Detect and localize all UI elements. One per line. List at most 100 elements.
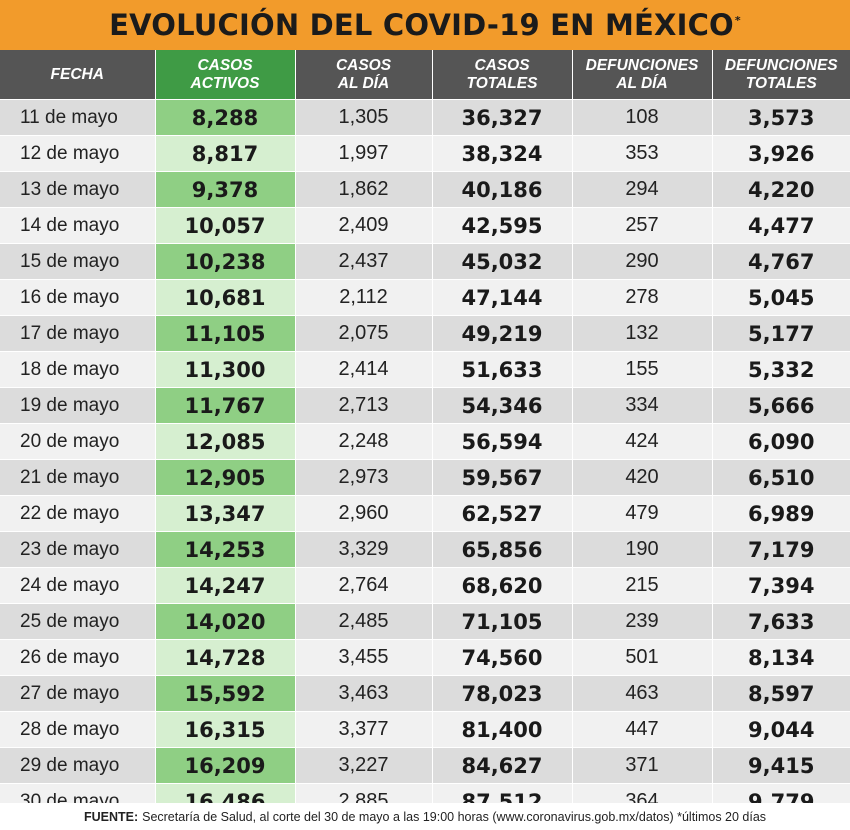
cell-casos-al-dia: 1,305 bbox=[294, 99, 432, 136]
cell-defunciones-totales: 5,045 bbox=[711, 279, 850, 316]
cell-fecha: 18 de mayo bbox=[0, 351, 155, 388]
table-row: 17 de mayo 11,105 2,075 49,219 132 5,177 bbox=[0, 315, 850, 352]
cell-defunciones-totales: 5,332 bbox=[711, 351, 850, 388]
cell-defunciones-totales: 5,666 bbox=[711, 387, 850, 424]
cell-casos-al-dia: 3,455 bbox=[294, 639, 432, 676]
cell-casos-activos: 14,020 bbox=[154, 603, 295, 640]
cell-casos-activos: 16,209 bbox=[154, 747, 295, 784]
cell-defunciones-totales: 4,220 bbox=[711, 171, 850, 208]
cell-casos-totales: 45,032 bbox=[431, 243, 572, 280]
cell-defunciones-al-dia: 155 bbox=[571, 351, 712, 388]
table-row: 13 de mayo 9,378 1,862 40,186 294 4,220 bbox=[0, 171, 850, 208]
table-row: 23 de mayo 14,253 3,329 65,856 190 7,179 bbox=[0, 531, 850, 568]
cell-casos-totales: 56,594 bbox=[431, 423, 572, 460]
cell-defunciones-al-dia: 353 bbox=[571, 135, 712, 172]
table-row: 15 de mayo 10,238 2,437 45,032 290 4,767 bbox=[0, 243, 850, 280]
source-footer: FUENTE: Secretaría de Salud, al corte de… bbox=[0, 803, 850, 830]
cell-defunciones-totales: 4,477 bbox=[711, 207, 850, 244]
cell-casos-al-dia: 2,409 bbox=[294, 207, 432, 244]
cell-fecha: 19 de mayo bbox=[0, 387, 155, 424]
cell-defunciones-totales: 6,510 bbox=[711, 459, 850, 496]
header-fecha: FECHA bbox=[0, 50, 155, 100]
cell-casos-al-dia: 2,112 bbox=[294, 279, 432, 316]
cell-defunciones-al-dia: 501 bbox=[571, 639, 712, 676]
footer-text: Secretaría de Salud, al corte del 30 de … bbox=[142, 809, 767, 824]
cell-casos-activos: 14,728 bbox=[154, 639, 295, 676]
cell-casos-al-dia: 3,377 bbox=[294, 711, 432, 748]
cell-casos-totales: 65,856 bbox=[431, 531, 572, 568]
cell-casos-activos: 8,288 bbox=[154, 99, 295, 136]
cell-casos-activos: 11,767 bbox=[154, 387, 295, 424]
cell-fecha: 16 de mayo bbox=[0, 279, 155, 316]
cell-defunciones-al-dia: 215 bbox=[571, 567, 712, 604]
cell-casos-totales: 36,327 bbox=[431, 99, 572, 136]
cell-casos-totales: 68,620 bbox=[431, 567, 572, 604]
table-row: 11 de mayo 8,288 1,305 36,327 108 3,573 bbox=[0, 99, 850, 136]
header-defunciones-totales: DEFUNCIONES TOTALES bbox=[711, 50, 850, 100]
cell-defunciones-al-dia: 334 bbox=[571, 387, 712, 424]
table-row: 21 de mayo 12,905 2,973 59,567 420 6,510 bbox=[0, 459, 850, 496]
cell-casos-totales: 59,567 bbox=[431, 459, 572, 496]
cell-fecha: 28 de mayo bbox=[0, 711, 155, 748]
cell-casos-activos: 12,905 bbox=[154, 459, 295, 496]
cell-defunciones-totales: 8,597 bbox=[711, 675, 850, 712]
table-row: 19 de mayo 11,767 2,713 54,346 334 5,666 bbox=[0, 387, 850, 424]
cell-casos-totales: 51,633 bbox=[431, 351, 572, 388]
cell-casos-activos: 15,592 bbox=[154, 675, 295, 712]
cell-casos-activos: 14,247 bbox=[154, 567, 295, 604]
table-row: 16 de mayo 10,681 2,112 47,144 278 5,045 bbox=[0, 279, 850, 316]
cell-casos-totales: 42,595 bbox=[431, 207, 572, 244]
table-row: 18 de mayo 11,300 2,414 51,633 155 5,332 bbox=[0, 351, 850, 388]
cell-fecha: 13 de mayo bbox=[0, 171, 155, 208]
cell-defunciones-totales: 7,633 bbox=[711, 603, 850, 640]
cell-casos-totales: 84,627 bbox=[431, 747, 572, 784]
cell-defunciones-al-dia: 278 bbox=[571, 279, 712, 316]
header-casos-activos: CASOS ACTIVOS bbox=[154, 50, 295, 100]
table-row: 14 de mayo 10,057 2,409 42,595 257 4,477 bbox=[0, 207, 850, 244]
cell-defunciones-al-dia: 447 bbox=[571, 711, 712, 748]
table-row: 22 de mayo 13,347 2,960 62,527 479 6,989 bbox=[0, 495, 850, 532]
cell-defunciones-al-dia: 420 bbox=[571, 459, 712, 496]
cell-casos-totales: 62,527 bbox=[431, 495, 572, 532]
title-bar: EVOLUCIÓN DEL COVID-19 EN MÉXICO* bbox=[0, 0, 850, 50]
cell-defunciones-totales: 7,179 bbox=[711, 531, 850, 568]
table-row: 28 de mayo 16,315 3,377 81,400 447 9,044 bbox=[0, 711, 850, 748]
table-row: 29 de mayo 16,209 3,227 84,627 371 9,415 bbox=[0, 747, 850, 784]
cell-defunciones-al-dia: 371 bbox=[571, 747, 712, 784]
cell-fecha: 27 de mayo bbox=[0, 675, 155, 712]
header-casos-al-dia: CASOS AL DÍA bbox=[294, 50, 432, 100]
cell-casos-totales: 81,400 bbox=[431, 711, 572, 748]
cell-casos-activos: 10,057 bbox=[154, 207, 295, 244]
cell-casos-al-dia: 1,997 bbox=[294, 135, 432, 172]
cell-fecha: 23 de mayo bbox=[0, 531, 155, 568]
cell-casos-totales: 47,144 bbox=[431, 279, 572, 316]
cell-casos-al-dia: 2,764 bbox=[294, 567, 432, 604]
title-text: EVOLUCIÓN DEL COVID-19 EN MÉXICO bbox=[109, 8, 734, 42]
table-row: 24 de mayo 14,247 2,764 68,620 215 7,394 bbox=[0, 567, 850, 604]
table-body: 11 de mayo 8,288 1,305 36,327 108 3,573 12 de … bbox=[0, 99, 850, 819]
cell-defunciones-al-dia: 479 bbox=[571, 495, 712, 532]
cell-casos-al-dia: 2,075 bbox=[294, 315, 432, 352]
cell-casos-totales: 74,560 bbox=[431, 639, 572, 676]
cell-casos-activos: 14,253 bbox=[154, 531, 295, 568]
cell-defunciones-totales: 3,573 bbox=[711, 99, 850, 136]
cell-casos-al-dia: 2,485 bbox=[294, 603, 432, 640]
cell-casos-totales: 78,023 bbox=[431, 675, 572, 712]
cell-fecha: 22 de mayo bbox=[0, 495, 155, 532]
table-row: 26 de mayo 14,728 3,455 74,560 501 8,134 bbox=[0, 639, 850, 676]
cell-fecha: 25 de mayo bbox=[0, 603, 155, 640]
cell-casos-activos: 8,817 bbox=[154, 135, 295, 172]
cell-defunciones-al-dia: 463 bbox=[571, 675, 712, 712]
title-footnote-mark: * bbox=[734, 14, 741, 27]
header-casos-totales: CASOS TOTALES bbox=[431, 50, 572, 100]
cell-defunciones-totales: 4,767 bbox=[711, 243, 850, 280]
cell-defunciones-al-dia: 108 bbox=[571, 99, 712, 136]
cell-defunciones-totales: 9,415 bbox=[711, 747, 850, 784]
covid-table: FECHA CASOS ACTIVOS CASOS AL DÍA CASOS TOTA… bbox=[0, 50, 850, 819]
cell-casos-al-dia: 3,329 bbox=[294, 531, 432, 568]
cell-casos-totales: 71,105 bbox=[431, 603, 572, 640]
cell-defunciones-al-dia: 290 bbox=[571, 243, 712, 280]
cell-casos-al-dia: 2,713 bbox=[294, 387, 432, 424]
cell-fecha: 12 de mayo bbox=[0, 135, 155, 172]
cell-defunciones-totales: 3,926 bbox=[711, 135, 850, 172]
